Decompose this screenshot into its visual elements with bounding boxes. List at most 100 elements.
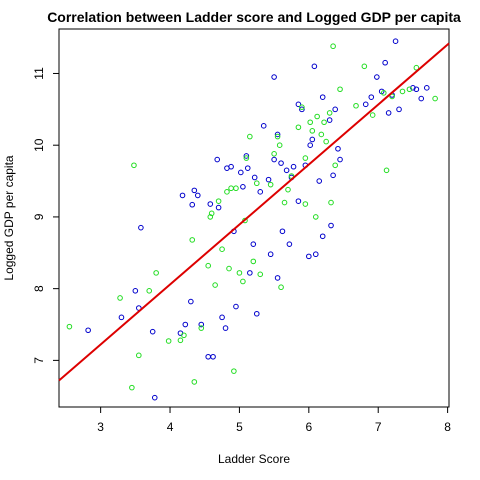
data-point-series-1 bbox=[179, 192, 186, 199]
data-point-series-2 bbox=[136, 352, 142, 359]
data-point-series-2 bbox=[285, 186, 291, 193]
data-point-series-2 bbox=[247, 133, 253, 140]
data-point-series-1 bbox=[151, 394, 158, 401]
data-points bbox=[66, 38, 438, 401]
data-point-series-1 bbox=[207, 201, 214, 207]
data-point-series-1 bbox=[410, 85, 416, 91]
data-point-series-1 bbox=[205, 353, 211, 360]
x-tick-label: 4 bbox=[167, 420, 174, 434]
data-point-series-1 bbox=[247, 270, 253, 276]
data-point-series-1 bbox=[337, 156, 343, 163]
data-point-series-1 bbox=[189, 201, 196, 208]
data-point-series-1 bbox=[316, 178, 323, 184]
data-point-series-1 bbox=[283, 167, 290, 174]
y-tick-label: 11 bbox=[32, 67, 46, 80]
data-point-series-1 bbox=[326, 117, 333, 123]
data-point-series-2 bbox=[399, 88, 406, 95]
data-point-series-1 bbox=[423, 85, 430, 91]
y-tick-label: 8 bbox=[32, 285, 46, 292]
data-point-series-1 bbox=[243, 153, 250, 159]
data-point-series-2 bbox=[369, 112, 376, 118]
data-point-series-1 bbox=[222, 325, 229, 331]
data-point-series-2 bbox=[413, 64, 420, 71]
data-point-series-2 bbox=[332, 162, 338, 169]
data-point-series-2 bbox=[337, 86, 343, 93]
data-point-series-2 bbox=[219, 246, 225, 253]
data-point-series-1 bbox=[278, 160, 284, 166]
data-point-series-1 bbox=[198, 321, 205, 328]
data-point-series-1 bbox=[332, 106, 338, 113]
data-point-series-2 bbox=[307, 119, 314, 126]
data-point-series-1 bbox=[362, 101, 369, 108]
data-point-series-1 bbox=[319, 233, 326, 240]
data-point-series-2 bbox=[309, 128, 316, 134]
y-tick-label: 7 bbox=[32, 357, 46, 364]
data-point-series-2 bbox=[153, 270, 159, 276]
data-point-series-1 bbox=[215, 204, 222, 211]
data-point-series-2 bbox=[353, 102, 359, 109]
data-point-series-1 bbox=[312, 251, 319, 258]
data-point-series-1 bbox=[132, 288, 139, 294]
data-point-series-1 bbox=[267, 251, 274, 258]
data-point-series-2 bbox=[250, 258, 257, 265]
data-point-series-2 bbox=[243, 155, 250, 161]
data-point-series-1 bbox=[307, 142, 314, 148]
data-point-series-2 bbox=[302, 155, 309, 161]
data-point-series-2 bbox=[131, 162, 137, 169]
data-point-series-1 bbox=[295, 198, 302, 204]
data-point-series-2 bbox=[432, 95, 438, 102]
data-point-series-1 bbox=[385, 110, 392, 116]
data-point-series-1 bbox=[374, 74, 380, 80]
data-point-series-2 bbox=[295, 124, 302, 131]
data-point-series-2 bbox=[66, 323, 73, 330]
data-point-series-2 bbox=[231, 368, 237, 374]
data-point-series-2 bbox=[274, 133, 281, 140]
data-point-series-2 bbox=[228, 185, 234, 192]
data-point-series-2 bbox=[191, 379, 198, 385]
data-point-series-2 bbox=[281, 199, 288, 206]
data-point-series-2 bbox=[380, 90, 387, 96]
data-point-series-2 bbox=[215, 198, 222, 204]
data-point-series-1 bbox=[311, 63, 318, 70]
data-point-series-2 bbox=[328, 199, 334, 206]
axis-ticks: 3 4 5 6 7 8 7 8 9 10 11 bbox=[32, 67, 451, 434]
x-tick-label: 6 bbox=[305, 420, 312, 434]
data-point-series-1 bbox=[214, 156, 221, 163]
data-point-series-1 bbox=[188, 298, 194, 305]
data-point-series-2 bbox=[212, 282, 218, 288]
data-point-series-2 bbox=[198, 325, 205, 331]
data-point-series-2 bbox=[117, 295, 123, 301]
data-point-series-2 bbox=[177, 337, 184, 344]
data-point-series-1 bbox=[328, 222, 334, 229]
data-point-series-2 bbox=[389, 93, 395, 100]
data-point-series-1 bbox=[279, 228, 286, 235]
data-point-series-2 bbox=[271, 151, 277, 157]
data-point-series-2 bbox=[318, 131, 325, 138]
data-point-series-2 bbox=[208, 210, 215, 217]
x-axis-title: Ladder Score bbox=[218, 452, 290, 466]
data-point-series-1 bbox=[253, 310, 260, 317]
data-point-series-2 bbox=[302, 201, 309, 207]
data-point-series-2 bbox=[323, 138, 329, 145]
data-point-series-1 bbox=[244, 165, 251, 171]
data-point-series-1 bbox=[290, 163, 297, 170]
data-point-series-2 bbox=[207, 214, 214, 220]
data-point-series-2 bbox=[321, 119, 327, 126]
data-point-series-1 bbox=[260, 123, 267, 129]
data-point-series-1 bbox=[182, 321, 189, 328]
data-point-series-1 bbox=[149, 328, 156, 335]
data-point-series-2 bbox=[330, 43, 336, 50]
data-point-series-1 bbox=[382, 59, 388, 66]
data-point-series-1 bbox=[210, 353, 216, 360]
data-point-series-1 bbox=[330, 172, 336, 179]
data-point-series-2 bbox=[146, 288, 153, 294]
data-point-series-1 bbox=[191, 187, 198, 194]
data-point-series-1 bbox=[250, 241, 257, 247]
data-point-series-2 bbox=[312, 214, 319, 220]
data-point-series-2 bbox=[165, 338, 172, 344]
data-point-series-2 bbox=[326, 110, 333, 116]
data-point-series-1 bbox=[299, 106, 305, 113]
data-point-series-2 bbox=[314, 113, 320, 120]
data-point-series-2 bbox=[383, 167, 390, 174]
data-point-series-2 bbox=[181, 332, 187, 339]
